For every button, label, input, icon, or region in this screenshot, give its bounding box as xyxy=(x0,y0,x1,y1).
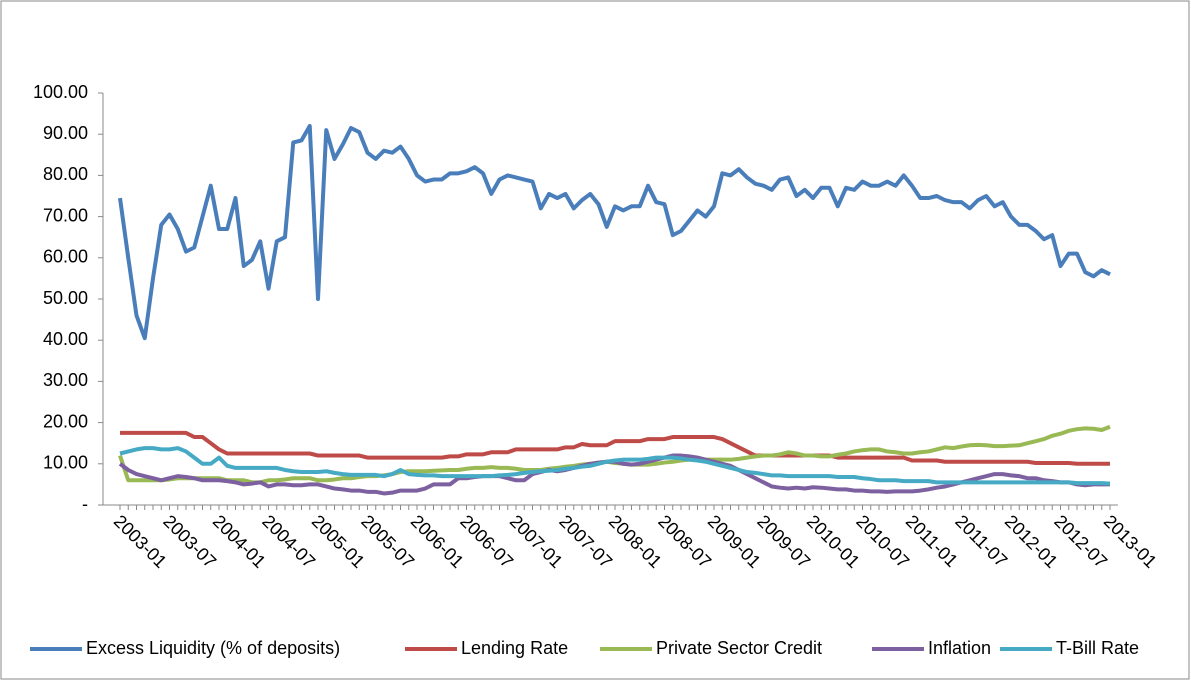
legend-label: Excess Liquidity (% of deposits) xyxy=(86,638,340,658)
y-tick-label: 80.00 xyxy=(43,164,88,184)
y-tick-label: 60.00 xyxy=(43,247,88,267)
series-line xyxy=(118,123,1111,341)
legend-label: Lending Rate xyxy=(461,638,568,658)
y-tick-label: 70.00 xyxy=(43,205,88,225)
y-tick-label: 40.00 xyxy=(43,329,88,349)
y-tick-label: 20.00 xyxy=(43,411,88,431)
series-line xyxy=(120,430,1110,466)
y-tick-label: - xyxy=(82,494,88,514)
y-tick-label: 30.00 xyxy=(43,370,88,390)
y-tick-label: 10.00 xyxy=(43,453,88,473)
legend-label: T-Bill Rate xyxy=(1056,638,1139,658)
legend-label: Inflation xyxy=(928,638,991,658)
legend-label: Private Sector Credit xyxy=(656,638,822,658)
y-tick-label: 90.00 xyxy=(43,123,88,143)
y-tick-label: 100.00 xyxy=(33,82,88,102)
series-line xyxy=(119,446,1111,486)
y-tick-label: 50.00 xyxy=(43,288,88,308)
